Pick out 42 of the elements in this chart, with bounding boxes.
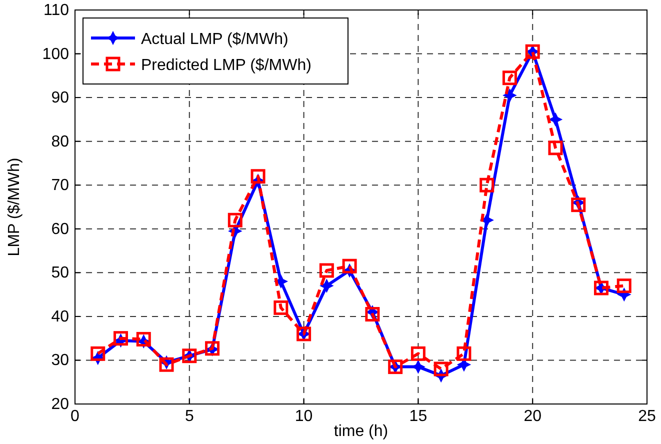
point <box>503 88 516 102</box>
point <box>250 169 266 184</box>
x-tick-label: 10 <box>294 408 313 425</box>
x-tick-label: 15 <box>409 408 428 425</box>
point <box>548 140 563 156</box>
legend-label: Actual LMP ($/MWh) <box>141 31 288 48</box>
point <box>319 263 334 278</box>
point <box>502 70 517 86</box>
point <box>342 258 357 274</box>
y-tick-label: 20 <box>51 396 70 413</box>
legend-label: Predicted LMP ($/MWh) <box>141 57 312 74</box>
y-tick-label: 70 <box>51 177 70 194</box>
point <box>571 198 586 212</box>
point <box>434 362 448 376</box>
point <box>548 112 562 126</box>
point <box>365 307 380 322</box>
point <box>480 178 494 192</box>
y-tick-label: 90 <box>51 90 70 107</box>
x-tick-label: 25 <box>638 408 656 425</box>
y-tick-label: 30 <box>51 352 70 370</box>
point <box>456 346 472 361</box>
point <box>410 346 426 361</box>
y-tick-label: 40 <box>51 308 70 326</box>
point <box>412 360 425 374</box>
point <box>136 332 151 346</box>
y-axis-title: LMP ($/MWh) <box>6 158 23 256</box>
x-tick-label: 5 <box>184 408 194 425</box>
point <box>228 212 242 228</box>
point <box>480 214 494 227</box>
x-tick-label: 0 <box>70 408 80 425</box>
x-tick-label: 20 <box>524 408 542 425</box>
y-tick-label: 100 <box>42 46 70 63</box>
point <box>274 300 288 315</box>
point <box>274 274 288 288</box>
y-tick-label: 60 <box>51 220 70 238</box>
y-tick-label: 50 <box>51 264 70 282</box>
y-tick-label: 80 <box>51 133 70 150</box>
point <box>616 278 632 294</box>
point <box>90 346 106 361</box>
point <box>320 279 334 292</box>
y-tick-label: 110 <box>43 2 70 19</box>
x-axis-title: time (h) <box>334 423 388 440</box>
